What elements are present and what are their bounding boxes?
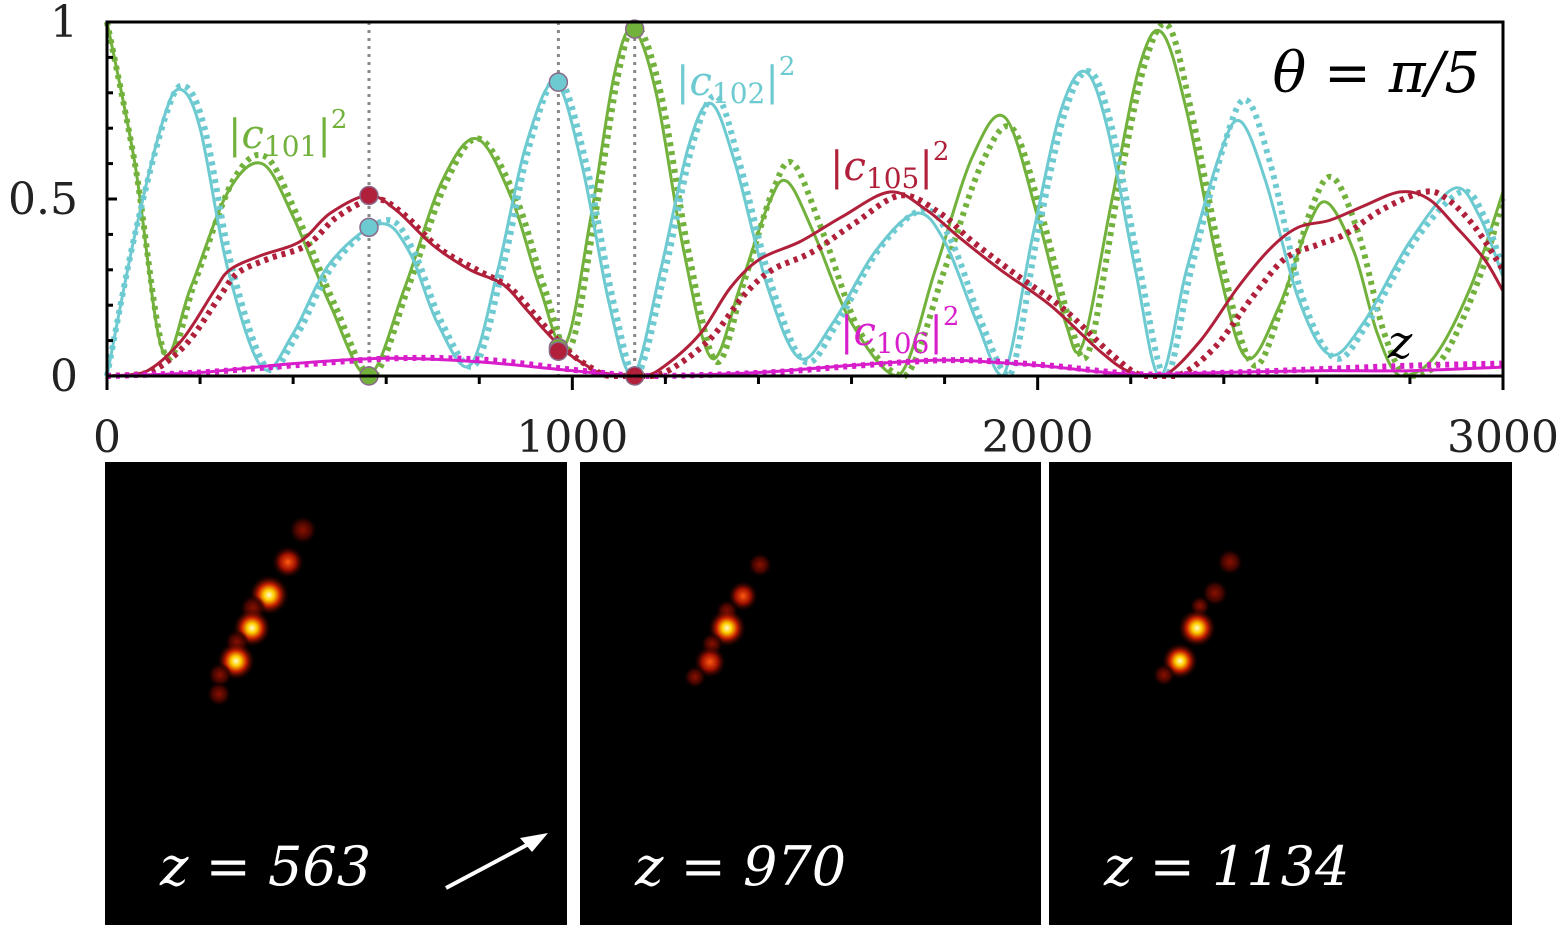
series-101-solid-line [105,21,1505,378]
y-tick-label: 1 [50,0,78,48]
x-tick-label: 1000 [516,412,628,463]
x-axis-label: z [1387,315,1413,369]
axes: 0 1000 2000 3000 0 0.5 1 [8,0,1559,463]
direction-arrow-icon [445,833,548,890]
panel-background [1049,462,1512,925]
markers-group [359,19,645,386]
series-105-solid-line [106,190,1505,378]
intensity-spot [1202,580,1228,606]
x-tick-label: 0 [93,412,121,463]
intensity-spot [272,546,304,578]
intensity-spot [1178,609,1216,647]
intensity-panels: z = 563 z = 970 z = 1134 [105,462,1512,925]
chart-title: θ = π/5 [1272,41,1480,106]
intensity-spot [289,516,317,544]
intensity-panel-1: z = 563 [105,462,567,925]
marker-point [624,19,645,39]
series-101-dotted-line [104,20,1506,380]
x-tick-label: 3000 [1447,412,1559,463]
panel-z-label: z = 970 [634,835,846,898]
series-102-solid-line [105,69,1505,378]
intensity-spot [748,553,772,577]
series-label-101: |c101|2 [228,105,347,163]
series-label-102: |c102|2 [676,52,795,110]
panel-z-label: z = 1134 [1103,835,1349,898]
panel-background [105,462,567,925]
series-label-105: |c105|2 [830,137,949,195]
intensity-spot [207,682,231,706]
series-labels: |c101|2 |c102|2 |c105|2 |c106|2 [228,52,959,360]
marker-point [548,341,569,361]
intensity-panel-3: z = 1134 [1049,462,1512,925]
y-tick-label: 0 [50,351,78,402]
intensity-spot [728,581,758,611]
intensity-spot [208,663,232,687]
intensity-panel-2: z = 970 [580,462,1041,925]
series-105-dotted-line [106,188,1506,379]
series-label-106: |c106|2 [840,302,959,360]
marker-point [359,185,379,206]
intensity-spot [1153,664,1175,686]
series-106-solid-line [106,356,1504,378]
y-tick-label: 0.5 [8,174,78,225]
panel-background [580,462,1041,925]
panel-z-label: z = 563 [159,835,371,898]
x-tick-label: 2000 [982,412,1094,463]
series-102-dotted-line [104,68,1506,380]
marker-point [359,217,379,238]
marker-point [548,72,569,92]
series-group [104,20,1506,380]
intensity-spot [1217,549,1243,575]
intensity-spot [684,666,706,688]
